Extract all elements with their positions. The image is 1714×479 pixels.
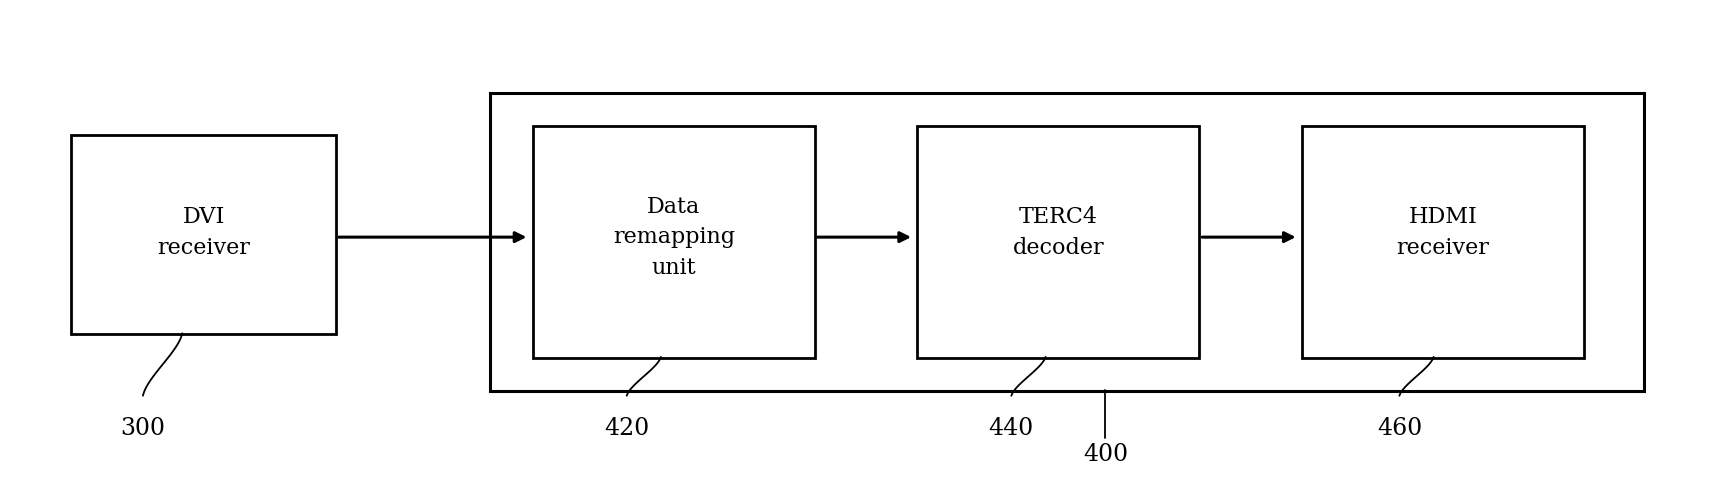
Text: DVI
receiver: DVI receiver	[158, 206, 250, 259]
Text: TERC4
decoder: TERC4 decoder	[1011, 206, 1104, 259]
Bar	[70, 136, 336, 334]
Text: 440: 440	[989, 417, 1034, 440]
Text: 400: 400	[1082, 444, 1128, 467]
Text: 420: 420	[603, 417, 650, 440]
Text: Data
remapping
unit: Data remapping unit	[612, 195, 734, 279]
Bar	[490, 93, 1644, 391]
Text: HDMI
receiver: HDMI receiver	[1395, 206, 1488, 259]
Bar	[533, 126, 814, 358]
Text: 460: 460	[1376, 417, 1421, 440]
Text: 300: 300	[120, 417, 165, 440]
Bar	[1301, 126, 1584, 358]
Bar	[917, 126, 1198, 358]
